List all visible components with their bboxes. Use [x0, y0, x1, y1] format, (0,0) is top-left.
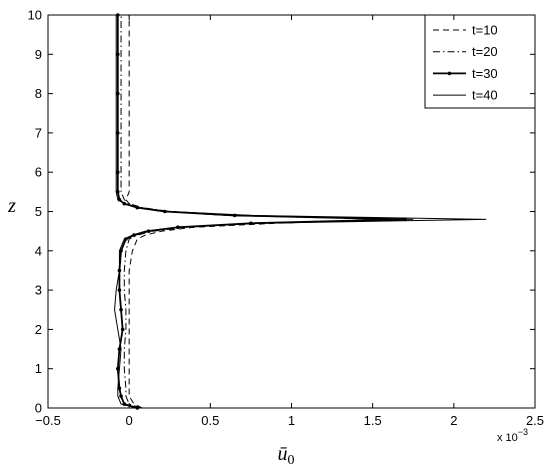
- series-line: [114, 15, 487, 409]
- series-marker: [116, 13, 120, 17]
- y-tick-label: 6: [35, 165, 42, 180]
- legend-label: t=40: [472, 88, 498, 103]
- legend-label: t=10: [472, 23, 498, 38]
- y-tick-label: 2: [35, 322, 42, 337]
- y-tick-label: 0: [35, 401, 42, 416]
- series-marker: [116, 170, 120, 174]
- series-marker: [135, 406, 140, 410]
- y-tick-label: 1: [35, 361, 42, 376]
- x-tick-label: 0.5: [201, 413, 219, 428]
- series-marker: [116, 131, 120, 135]
- series-line: [125, 15, 389, 409]
- y-tick-label: 3: [35, 283, 42, 298]
- x-tick-label: 2: [450, 413, 457, 428]
- x-multiplier: x 10−3: [497, 427, 528, 444]
- series-marker: [116, 52, 120, 57]
- x-multiplier-base: x 10: [497, 432, 518, 444]
- x-multiplier-exp: −3: [518, 427, 528, 437]
- series-marker: [117, 347, 122, 351]
- y-tick-label: 7: [35, 125, 42, 140]
- series-marker: [116, 190, 120, 194]
- x-label-base: ū: [278, 443, 288, 465]
- x-tick-label: 0: [126, 413, 133, 428]
- y-tick-label: 10: [28, 8, 42, 23]
- y-tick-label: 4: [35, 243, 42, 258]
- series-marker: [117, 386, 122, 391]
- series-marker: [116, 91, 120, 96]
- series-marker: [117, 288, 122, 292]
- y-axis-label: z: [7, 195, 16, 217]
- y-tick-label: 8: [35, 86, 42, 101]
- x-tick-label: 1.5: [364, 413, 382, 428]
- series-marker: [116, 366, 120, 371]
- legend-label: t=20: [472, 44, 498, 59]
- y-tick-label: 9: [35, 47, 42, 62]
- x-tick-label: 2.5: [526, 413, 544, 428]
- series-marker: [120, 327, 125, 332]
- x-axis-label: ū0: [278, 443, 295, 468]
- x-label-sub: 0: [288, 453, 295, 468]
- y-tick-label: 5: [35, 204, 42, 219]
- x-tick-label: −0.5: [35, 413, 61, 428]
- series-marker: [119, 394, 123, 399]
- x-tick-label: 1: [288, 413, 295, 428]
- legend-label: t=30: [472, 66, 498, 81]
- series-marker: [119, 307, 123, 312]
- legend-marker: [447, 71, 452, 76]
